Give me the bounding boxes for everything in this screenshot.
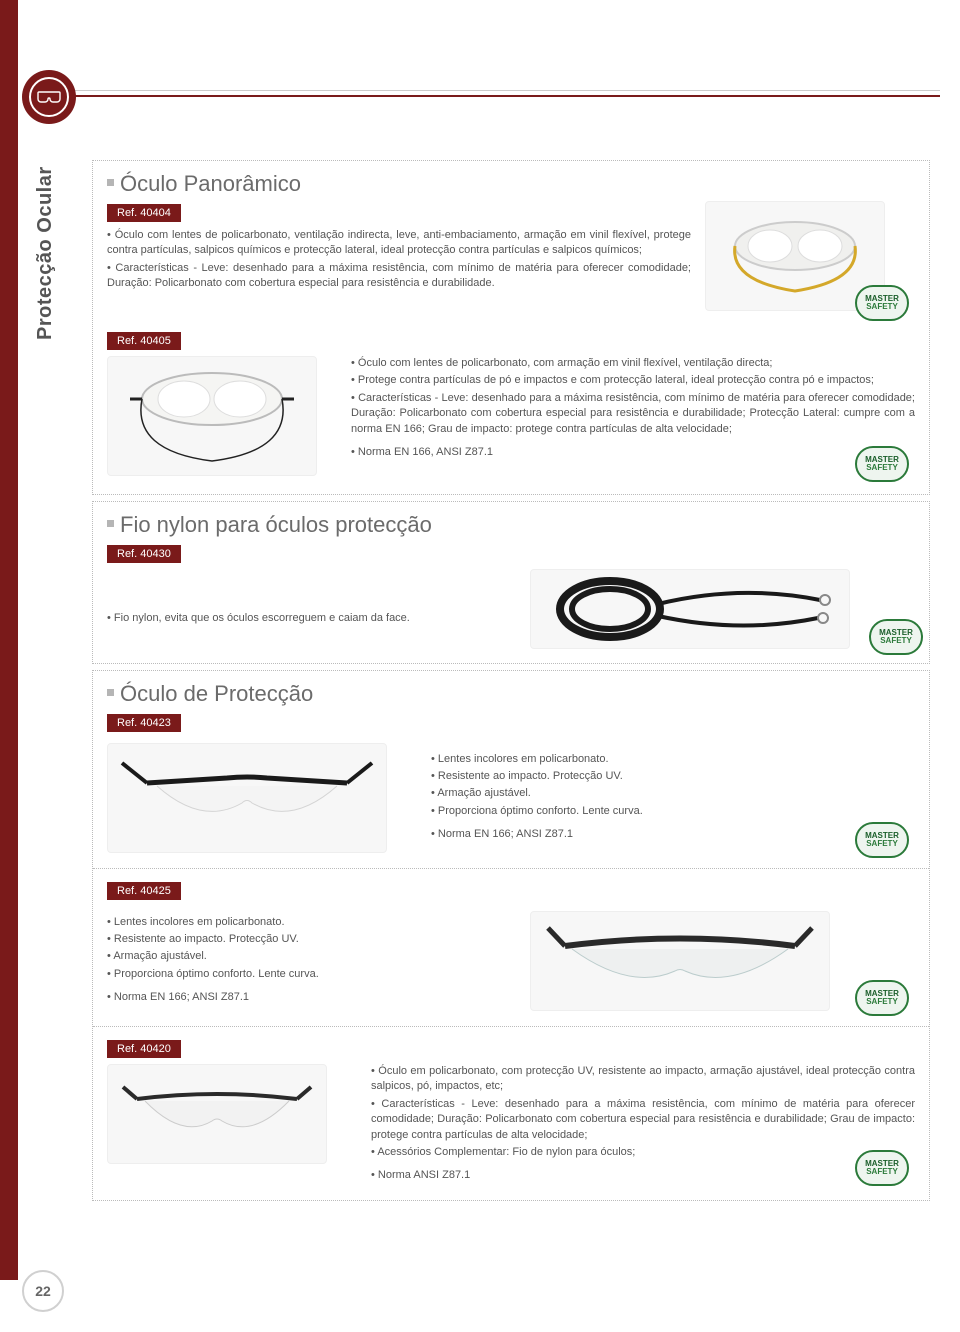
badge-line2: SAFETY <box>866 998 898 1006</box>
bullet-text: Óculo com lentes de policarbonato, com a… <box>351 356 915 371</box>
bullet-text: Protege contra partículas de pó e impact… <box>351 373 915 388</box>
top-rule <box>70 95 940 97</box>
page-number-text: 22 <box>35 1283 51 1299</box>
bullet-text: Características - Leve: desenhado para a… <box>371 1097 915 1143</box>
item-bullets: Lentes incolores em policarbonato. Resis… <box>431 752 915 845</box>
bullet-text: Lentes incolores em policarbonato. <box>431 752 915 767</box>
master-safety-badge: MASTER SAFETY <box>869 619 923 655</box>
bullet-text: Proporciona óptimo conforto. Lente curva… <box>431 804 915 819</box>
master-safety-badge: MASTER SAFETY <box>855 446 909 482</box>
side-category-label: Protecção Ocular <box>34 166 57 340</box>
bullet-text: Óculo em policarbonato, com protecção UV… <box>371 1064 915 1095</box>
badge-line2: SAFETY <box>866 464 898 472</box>
product-image <box>107 743 387 853</box>
master-safety-badge: MASTER SAFETY <box>855 822 909 858</box>
bullet-text: Óculo com lentes de policarbonato, venti… <box>107 228 691 259</box>
bullet-text: Resistente ao impacto. Protecção UV. <box>107 932 516 947</box>
bullet-text: Proporciona óptimo conforto. Lente curva… <box>107 967 516 982</box>
master-safety-badge: MASTER SAFETY <box>855 285 909 321</box>
norm-text: Norma EN 166; ANSI Z87.1 <box>107 990 516 1005</box>
bullet-text: Resistente ao impacto. Protecção UV. <box>431 769 915 784</box>
section-title: Óculo de Protecção <box>107 681 915 707</box>
section-title-text: Óculo de Protecção <box>120 681 313 706</box>
section-title: Óculo Panorâmico <box>107 171 915 197</box>
top-rule-thin <box>70 90 940 91</box>
master-safety-badge: MASTER SAFETY <box>855 980 909 1016</box>
section-proteccao: Óculo de Protecção Ref. 40423 Lentes inc… <box>92 670 930 1201</box>
page-number: 22 <box>22 1270 64 1312</box>
badge-line2: SAFETY <box>880 637 912 645</box>
item-bullets: Óculo com lentes de policarbonato, com a… <box>351 356 915 462</box>
ref-badge: Ref. 40425 <box>107 882 181 900</box>
product-image <box>530 569 850 649</box>
bullet-text: Armação ajustável. <box>431 786 915 801</box>
item-bullets: Óculo em policarbonato, com protecção UV… <box>371 1064 915 1186</box>
master-safety-badge: MASTER SAFETY <box>855 1150 909 1186</box>
bullet-text: Fio nylon, evita que os óculos escorregu… <box>107 611 516 626</box>
content-area: Óculo Panorâmico Ref. 40404 Óculo com le… <box>92 160 930 1207</box>
bullet-text: Características - Leve: desenhado para a… <box>107 261 691 292</box>
left-accent-bar <box>0 0 18 1280</box>
bullet-text: Armação ajustável. <box>107 949 516 964</box>
section-fio-nylon: Fio nylon para óculos protecção Ref. 404… <box>92 501 930 664</box>
goggles-icon <box>37 90 61 104</box>
product-image <box>107 1064 327 1164</box>
section-title-text: Óculo Panorâmico <box>120 171 301 196</box>
ref-badge: Ref. 40430 <box>107 545 181 563</box>
badge-line2: SAFETY <box>866 1168 898 1176</box>
ref-badge: Ref. 40405 <box>107 332 181 350</box>
norm-text: Norma EN 166; ANSI Z87.1 <box>431 827 915 842</box>
section-panoramico: Óculo Panorâmico Ref. 40404 Óculo com le… <box>92 160 930 495</box>
ref-badge: Ref. 40423 <box>107 714 181 732</box>
bullet-text: Características - Leve: desenhado para a… <box>351 391 915 437</box>
bullet-text: Acessórios Complementar: Fio de nylon pa… <box>371 1145 915 1160</box>
bullet-text: Lentes incolores em policarbonato. <box>107 915 516 930</box>
dotted-divider <box>93 868 929 869</box>
section-title: Fio nylon para óculos protecção <box>107 512 915 538</box>
ref-badge: Ref. 40420 <box>107 1040 181 1058</box>
product-image <box>530 911 830 1011</box>
item-bullets: Fio nylon, evita que os óculos escorregu… <box>107 589 516 628</box>
product-image <box>107 356 317 476</box>
category-icon-badge <box>22 70 76 124</box>
badge-line2: SAFETY <box>866 840 898 848</box>
dotted-divider <box>93 1026 929 1027</box>
item-bullets: Lentes incolores em policarbonato. Resis… <box>107 915 516 1008</box>
item-bullets: Óculo com lentes de policarbonato, venti… <box>107 228 691 292</box>
ref-badge: Ref. 40404 <box>107 204 181 222</box>
norm-text: Norma ANSI Z87.1 <box>371 1168 915 1183</box>
section-title-text: Fio nylon para óculos protecção <box>120 512 432 537</box>
norm-text: Norma EN 166, ANSI Z87.1 <box>351 445 915 460</box>
badge-line2: SAFETY <box>866 303 898 311</box>
